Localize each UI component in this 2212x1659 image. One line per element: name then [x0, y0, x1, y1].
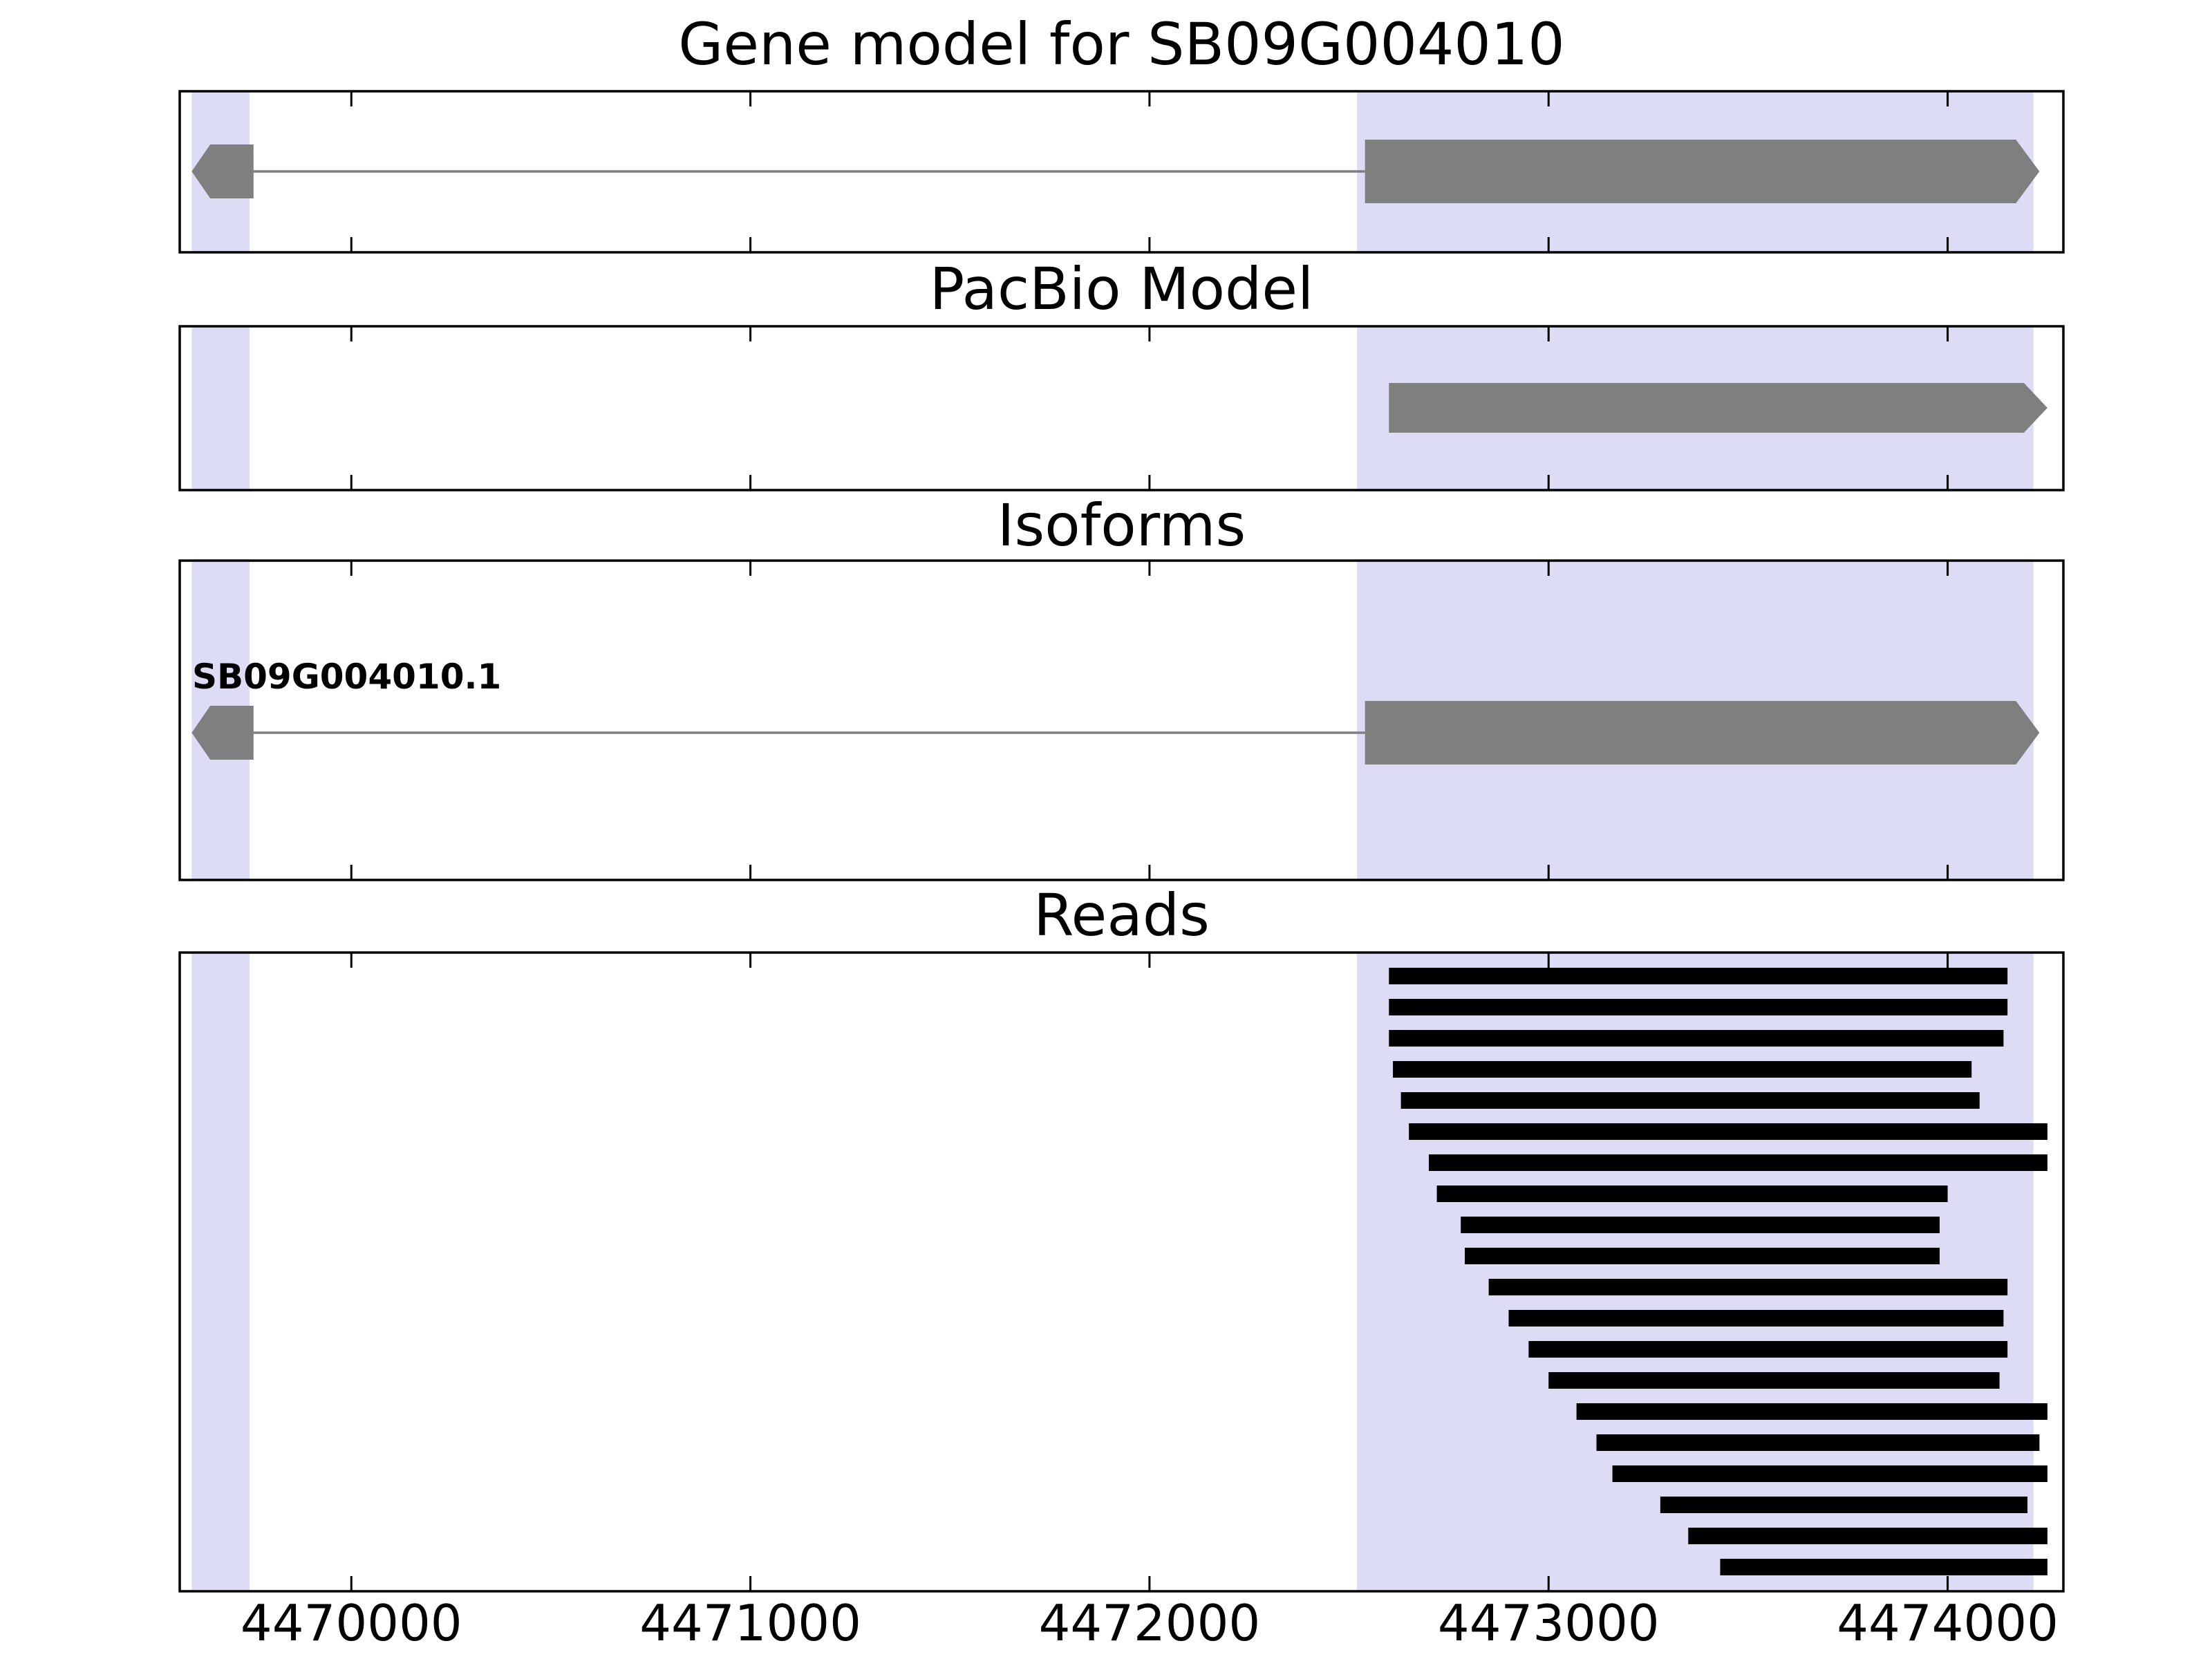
panel-reads	[178, 951, 2065, 1593]
exon-shape	[191, 144, 254, 198]
highlight-band	[1357, 953, 2034, 1591]
read-bar	[1576, 1403, 2047, 1420]
read-bar	[1488, 1279, 2008, 1295]
panel-border	[178, 325, 2065, 491]
panel-border	[178, 90, 2065, 254]
read-bar	[1612, 1465, 2047, 1482]
read-bar	[1429, 1154, 2047, 1171]
read-bar	[1596, 1434, 2040, 1451]
panel-title-gene-model: Gene model for SB09G004010	[678, 10, 1565, 78]
read-bar	[1400, 1092, 1980, 1109]
read-bar	[1389, 999, 2008, 1015]
panel-gene-model	[178, 90, 2065, 254]
highlight-band	[191, 953, 250, 1591]
read-bar	[1436, 1185, 1948, 1202]
read-bar	[1688, 1528, 2047, 1544]
read-bar	[1389, 1030, 2004, 1047]
panel-pacbio-model	[178, 325, 2065, 491]
read-bar	[1720, 1559, 2047, 1575]
panel-border	[178, 559, 2065, 881]
exon-shape	[1389, 383, 2047, 433]
read-bar	[1389, 968, 2008, 984]
read-bar	[1548, 1372, 2000, 1389]
read-bar	[1508, 1310, 2004, 1327]
panel-title-reads: Reads	[1033, 881, 1210, 949]
exon-shape	[191, 706, 254, 760]
exon-shape	[1365, 140, 2040, 203]
panel-title-isoforms: Isoforms	[997, 491, 1246, 559]
highlight-band	[191, 326, 250, 490]
read-bar	[1409, 1123, 2047, 1140]
read-bar	[1461, 1217, 1940, 1233]
read-bar	[1465, 1248, 1940, 1264]
isoform-label: SB09G004010.1	[192, 657, 502, 697]
panel-isoforms	[178, 559, 2065, 881]
exon-shape	[1365, 701, 2040, 765]
read-bar	[1528, 1341, 2008, 1358]
panel-border	[178, 951, 2065, 1593]
panel-title-pacbio-model: PacBio Model	[929, 255, 1314, 323]
read-bar	[1393, 1061, 1972, 1078]
read-bar	[1660, 1497, 2028, 1513]
